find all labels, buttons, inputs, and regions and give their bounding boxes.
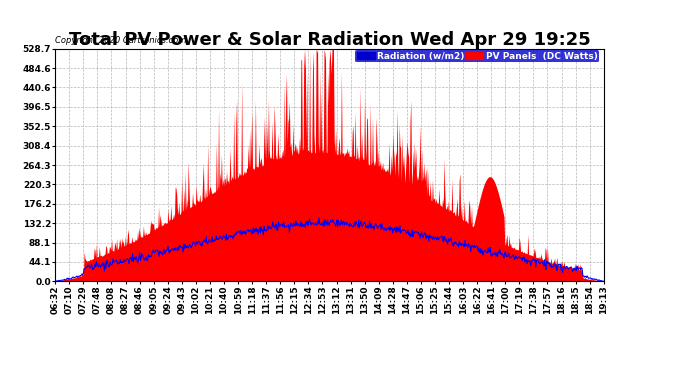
Text: Copyright 2020 Cartronics.com: Copyright 2020 Cartronics.com <box>55 36 186 45</box>
Title: Total PV Power & Solar Radiation Wed Apr 29 19:25: Total PV Power & Solar Radiation Wed Apr… <box>68 31 591 49</box>
Legend: Radiation (w/m2), PV Panels  (DC Watts): Radiation (w/m2), PV Panels (DC Watts) <box>355 50 599 62</box>
